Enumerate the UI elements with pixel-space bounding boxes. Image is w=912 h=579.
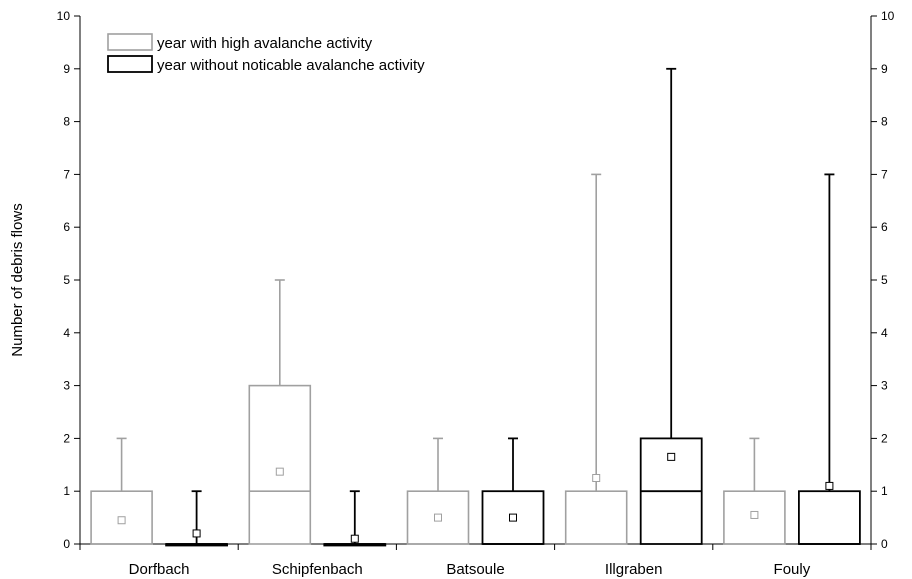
y-tick-label-right: 7 — [881, 167, 888, 181]
y-tick-label-left: 4 — [63, 326, 70, 340]
box-high-avalanche — [564, 173, 628, 545]
mean-marker — [509, 513, 517, 522]
y-tick-label-left: 5 — [63, 273, 70, 287]
mean-marker — [117, 516, 126, 525]
y-tick-label-right: 6 — [881, 220, 888, 234]
y-tick-label-right: 8 — [881, 115, 888, 129]
box-high-avalanche — [723, 437, 786, 545]
box-no-avalanche — [165, 490, 229, 547]
y-tick-label-right: 5 — [881, 273, 888, 287]
y-tick-label-right: 4 — [881, 326, 888, 340]
y-tick-label-left: 9 — [63, 62, 70, 76]
box-rect — [798, 490, 861, 545]
box-high-avalanche — [406, 437, 470, 545]
mean-marker — [434, 513, 442, 522]
y-tick-label-right: 0 — [881, 537, 888, 551]
y-tick-label-right: 9 — [881, 62, 888, 76]
x-category-label: Schipfenbach — [272, 561, 363, 578]
y-tick-label-left: 2 — [63, 431, 70, 445]
legend-swatch — [107, 33, 153, 51]
box-rect — [564, 490, 628, 545]
axes: 0 0 1 1 2 2 3 3 4 4 5 5 6 6 7 7 8 8 9 9 10 10 Dorfbach Schipfen… — [57, 9, 895, 578]
y-tick-label-right: 3 — [881, 379, 888, 393]
x-category-label: Batsoule — [446, 561, 504, 578]
mean-marker — [750, 510, 759, 519]
y-tick-label-right: 10 — [881, 9, 895, 23]
x-category-label: Fouly — [774, 561, 811, 578]
mean-marker — [275, 467, 284, 476]
box-plot-series — [90, 67, 861, 547]
y-tick-label-left: 3 — [63, 379, 70, 393]
box-high-avalanche — [90, 437, 153, 545]
box-no-avalanche — [481, 437, 545, 545]
legend: year with high avalanche activity year wi… — [107, 33, 425, 74]
y-tick-label-left: 6 — [63, 220, 70, 234]
box-no-avalanche — [323, 490, 387, 547]
mean-marker — [192, 529, 201, 538]
x-category-label: Dorfbach — [129, 561, 190, 578]
box-high-avalanche — [248, 279, 312, 545]
y-tick-label-left: 0 — [63, 537, 70, 551]
mean-marker — [667, 452, 676, 461]
box-no-avalanche — [798, 173, 861, 545]
box-no-avalanche — [639, 67, 703, 545]
y-tick-label-right: 1 — [881, 484, 888, 498]
y-tick-label-left: 8 — [63, 115, 70, 129]
y-tick-label-left: 7 — [63, 167, 70, 181]
y-tick-label-right: 2 — [881, 431, 888, 445]
mean-marker — [592, 474, 601, 482]
box-rect — [248, 384, 312, 545]
y-tick-label-left: 1 — [63, 484, 70, 498]
x-category-label: Illgraben — [605, 561, 663, 578]
legend-label: year with high avalanche activity — [157, 35, 373, 52]
y-axis-title: Number of debris flows — [9, 203, 26, 356]
legend-swatch — [107, 55, 153, 73]
legend-label: year without noticable avalanche activit… — [157, 57, 425, 74]
mean-marker — [825, 481, 834, 490]
y-tick-label-left: 10 — [57, 9, 71, 23]
mean-marker — [350, 534, 359, 543]
